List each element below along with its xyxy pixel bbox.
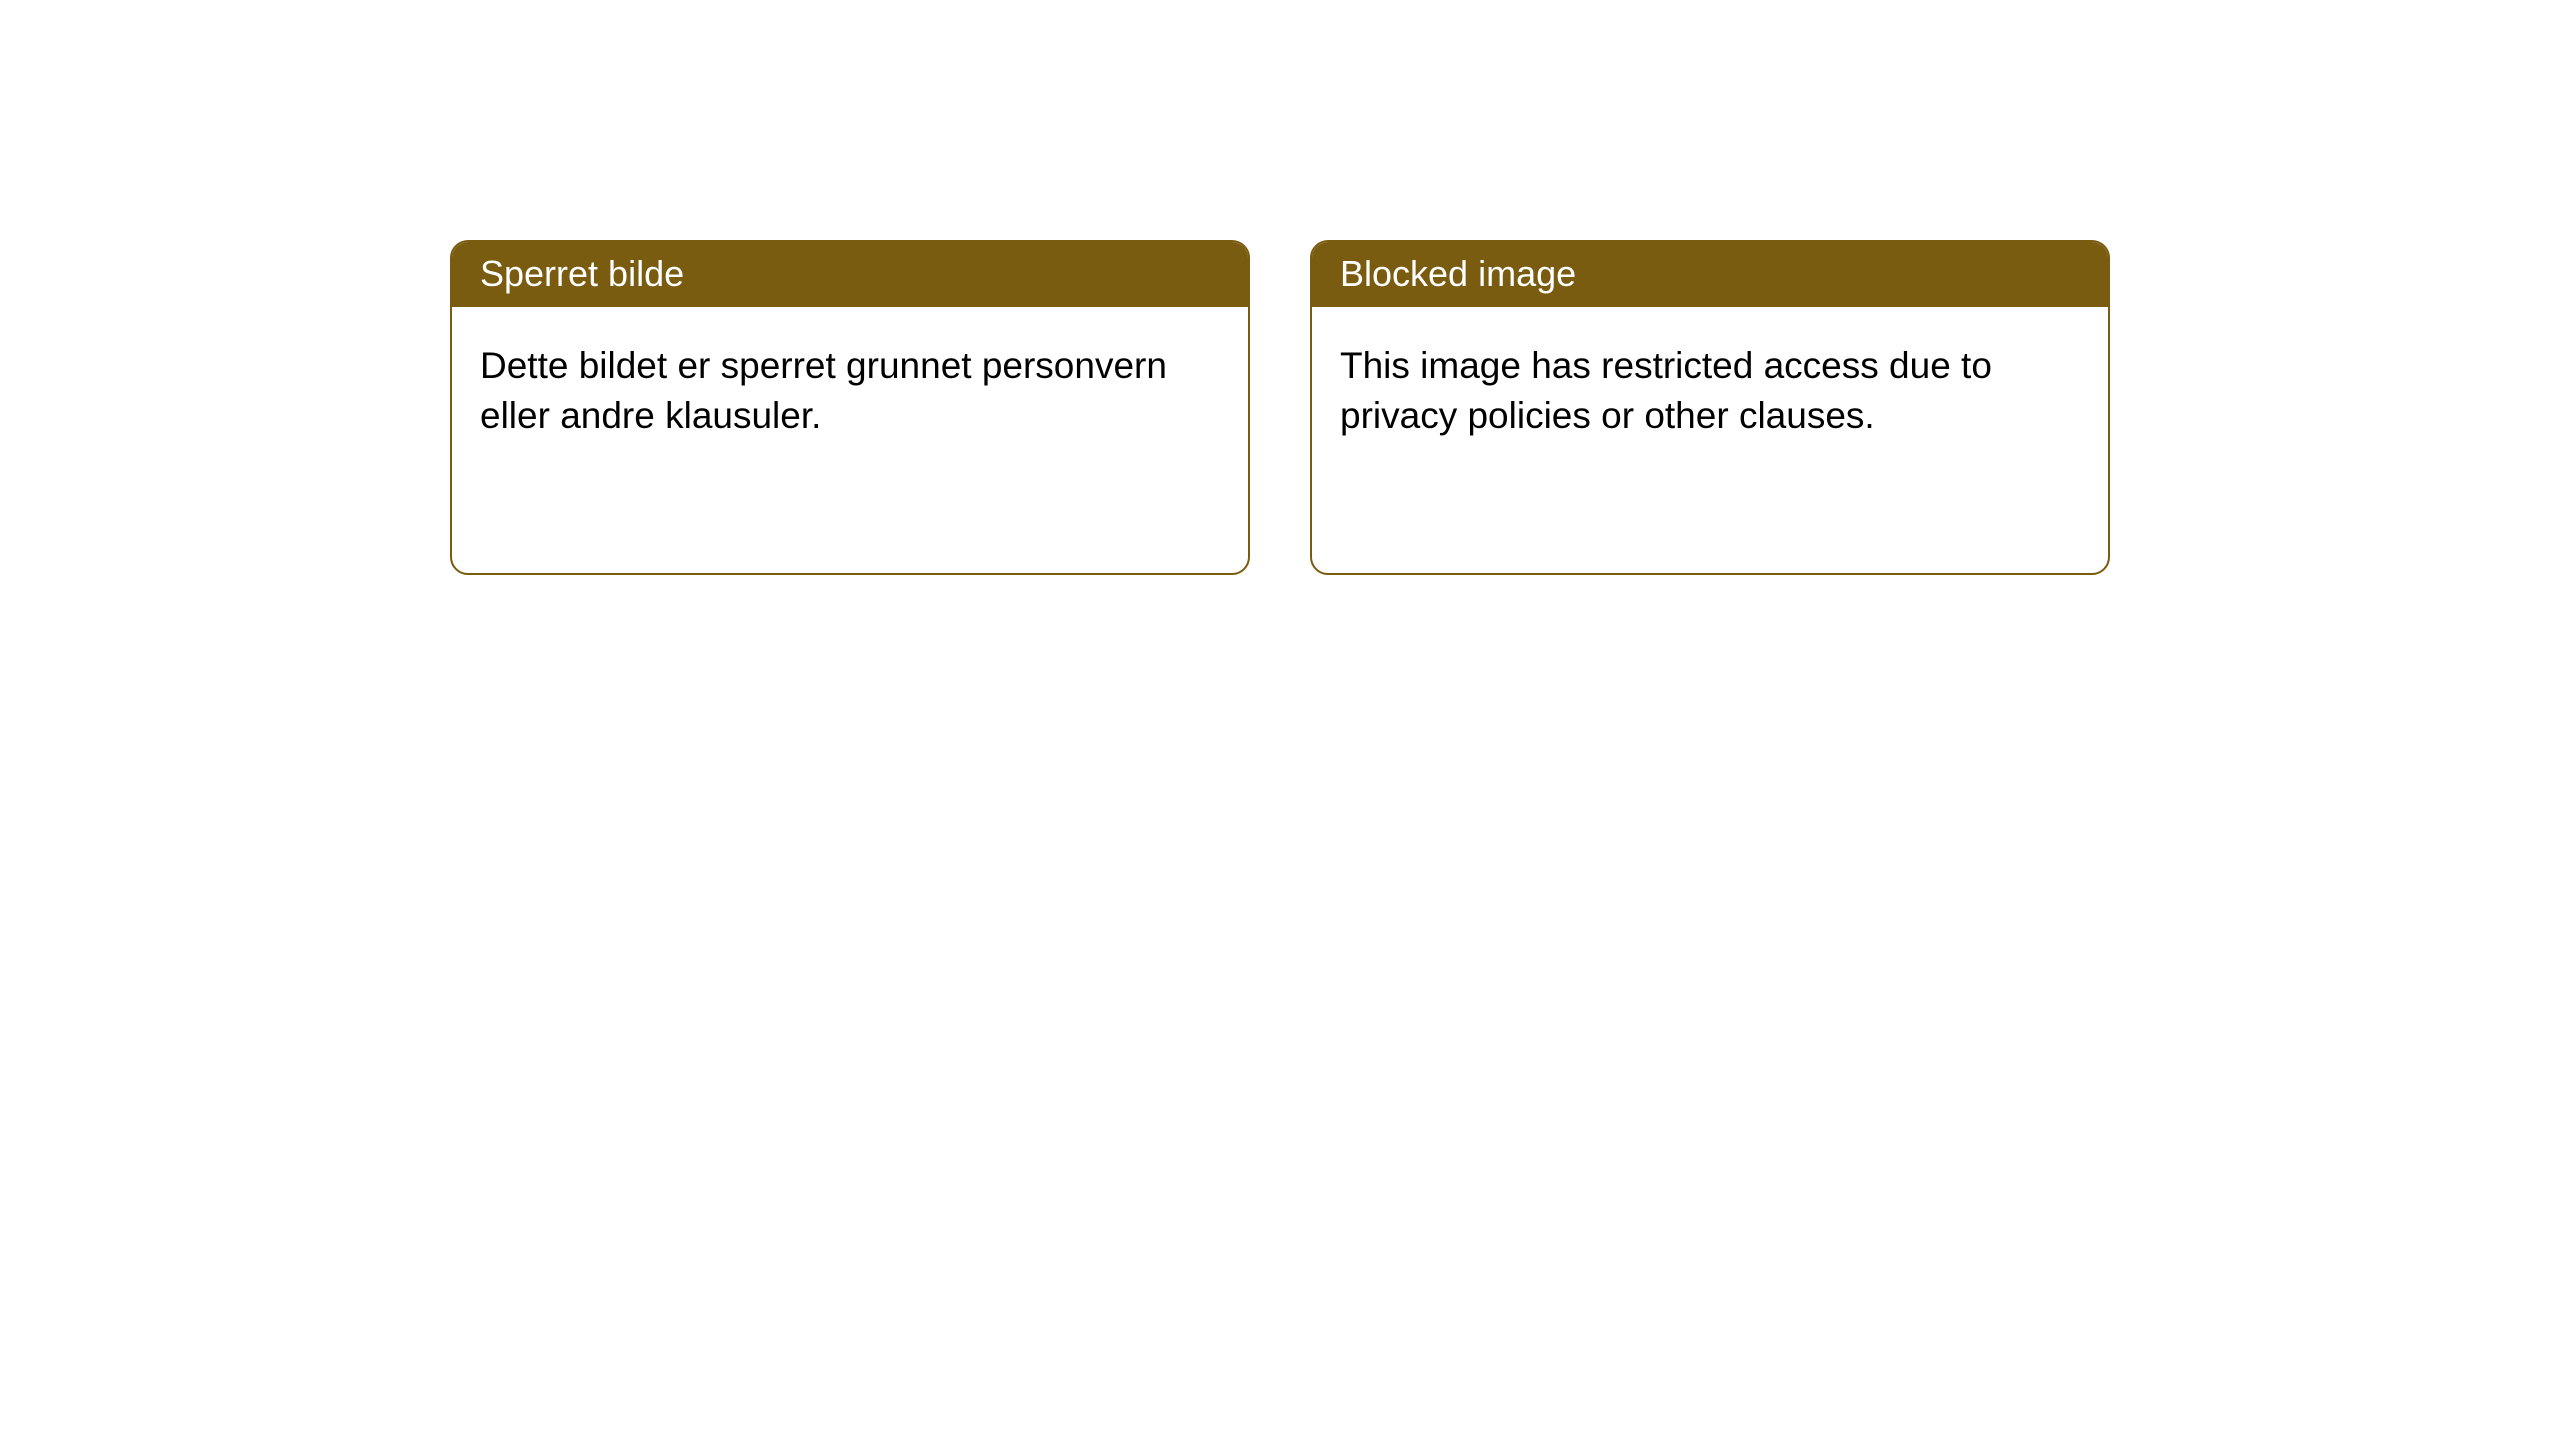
notice-card-body: Dette bildet er sperret grunnet personve…: [452, 307, 1248, 475]
notice-card-norwegian: Sperret bilde Dette bildet er sperret gr…: [450, 240, 1250, 575]
notice-card-title: Sperret bilde: [452, 242, 1248, 307]
notice-card-body: This image has restricted access due to …: [1312, 307, 2108, 475]
notice-cards-row: Sperret bilde Dette bildet er sperret gr…: [450, 240, 2560, 575]
notice-card-title: Blocked image: [1312, 242, 2108, 307]
notice-card-english: Blocked image This image has restricted …: [1310, 240, 2110, 575]
